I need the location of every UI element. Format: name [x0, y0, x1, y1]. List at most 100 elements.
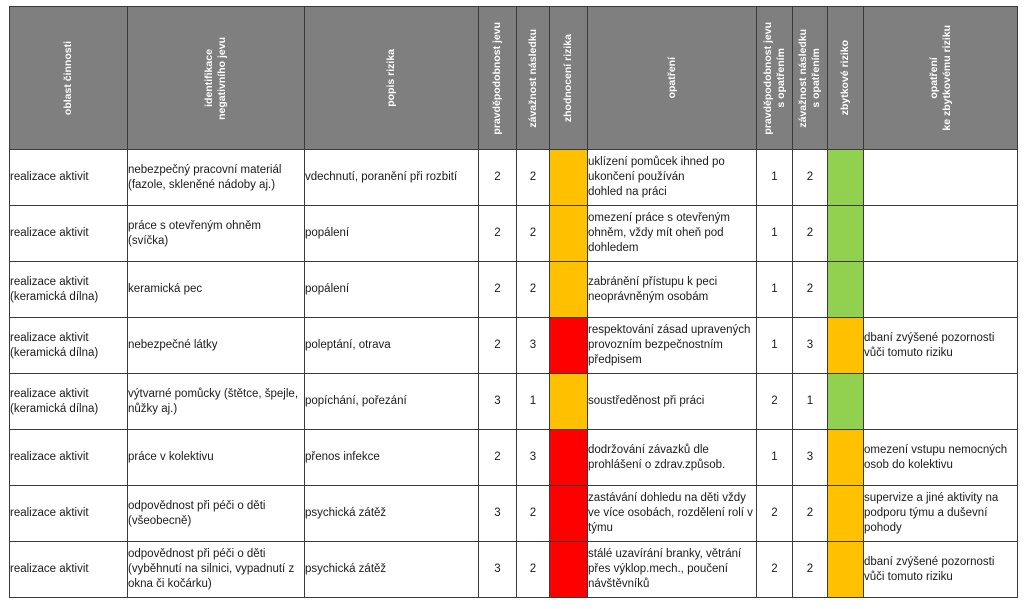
- cell-zavaznost-opatreni: 2: [792, 261, 828, 318]
- cell-oblast: realizace aktivit (keramická dílna): [9, 317, 128, 374]
- cell-identifikace: výtvarné pomůcky (štětce, špejle, nůžky …: [127, 373, 305, 430]
- cell-zbytkove-riziko-fill: [828, 542, 863, 597]
- cell-opatreni-zbytkove: dbaní zvýšené pozornosti vůči tomuto riz…: [863, 317, 1018, 374]
- cell-zhodnoceni-rizika-fill: [550, 206, 587, 261]
- cell-zavaznost-opatreni: 2: [792, 149, 828, 206]
- cell-zhodnoceni-rizika: [549, 541, 588, 598]
- cell-zbytkove-riziko: [827, 485, 864, 542]
- cell-oblast: realizace aktivit: [9, 205, 128, 262]
- cell-zbytkove-riziko: [827, 373, 864, 430]
- cell-zhodnoceni-rizika: [549, 429, 588, 486]
- cell-zhodnoceni-rizika-fill: [550, 430, 587, 485]
- cell-zavaznost: 2: [516, 205, 550, 262]
- cell-identifikace: nebezpečné látky: [127, 317, 305, 374]
- cell-zbytkove-riziko: [827, 261, 864, 318]
- header-zavaznost: závažnost následku: [516, 6, 550, 150]
- cell-opatreni: soustředěnost při práci: [587, 373, 757, 430]
- cell-zbytkove-riziko-fill: [828, 150, 863, 205]
- cell-zhodnoceni-rizika-fill: [550, 486, 587, 541]
- cell-popis: poleptání, otrava: [304, 317, 479, 374]
- cell-popis: popálení: [304, 205, 479, 262]
- cell-zavaznost-opatreni: 2: [792, 485, 828, 542]
- cell-identifikace: keramická pec: [127, 261, 305, 318]
- cell-pravdepodobnost: 3: [478, 373, 517, 430]
- cell-opatreni-zbytkove: [863, 261, 1018, 318]
- cell-zavaznost: 2: [516, 541, 550, 598]
- cell-popis: popálení: [304, 261, 479, 318]
- cell-zbytkove-riziko: [827, 541, 864, 598]
- cell-zhodnoceni-rizika-fill: [550, 318, 587, 373]
- table-row: realizace aktivit odpovědnost při péči o …: [9, 541, 1018, 598]
- table-row: realizace aktivit práce v kolektivu přenos…: [9, 429, 1018, 486]
- cell-oblast: realizace aktivit: [9, 541, 128, 598]
- cell-opatreni: zastávání dohledu na děti vždy ve více o…: [587, 485, 757, 542]
- cell-opatreni: stálé uzavírání branky, větrání přes výk…: [587, 541, 757, 598]
- cell-identifikace: práce v kolektivu: [127, 429, 305, 486]
- cell-opatreni: respektování zásad upravených provozním …: [587, 317, 757, 374]
- cell-zhodnoceni-rizika: [549, 373, 588, 430]
- table-row: realizace aktivit práce s otevřeným ohněm…: [9, 205, 1018, 262]
- cell-opatreni: dodržování závazků dle prohlášení o zdra…: [587, 429, 757, 486]
- cell-popis: přenos infekce: [304, 429, 479, 486]
- cell-zavaznost-opatreni: 2: [792, 541, 828, 598]
- cell-pravdepodobnost-opatreni: 1: [756, 205, 793, 262]
- table-row: realizace aktivit (keramická dílna) keram…: [9, 261, 1018, 318]
- cell-zbytkove-riziko: [827, 149, 864, 206]
- cell-zavaznost-opatreni: 3: [792, 317, 828, 374]
- cell-popis: psychická zátěž: [304, 485, 479, 542]
- cell-zavaznost: 3: [516, 317, 550, 374]
- header-identifikace: identifikace negativního jevu: [127, 6, 305, 150]
- cell-zavaznost: 2: [516, 149, 550, 206]
- header-pravdepodobnost: pravděpodobnost jevu: [478, 6, 517, 150]
- cell-zbytkove-riziko: [827, 317, 864, 374]
- cell-popis: psychická zátěž: [304, 541, 479, 598]
- cell-oblast: realizace aktivit (keramická dílna): [9, 373, 128, 430]
- cell-zavaznost: 2: [516, 485, 550, 542]
- cell-zavaznost-opatreni: 2: [792, 205, 828, 262]
- cell-zbytkove-riziko-fill: [828, 318, 863, 373]
- header-opatreni: opatření: [587, 6, 757, 150]
- cell-zavaznost-opatreni: 3: [792, 429, 828, 486]
- cell-pravdepodobnost: 2: [478, 149, 517, 206]
- header-popis: popis rizika: [304, 6, 479, 150]
- table-row: realizace aktivit odpovědnost při péči o …: [9, 485, 1018, 542]
- cell-opatreni: zabránění přístupu k peci neoprávněným o…: [587, 261, 757, 318]
- cell-pravdepodobnost-opatreni: 1: [756, 317, 793, 374]
- cell-opatreni: omezení práce s otevřeným ohněm, vždy mí…: [587, 205, 757, 262]
- cell-zhodnoceni-rizika: [549, 485, 588, 542]
- cell-zavaznost: 1: [516, 373, 550, 430]
- cell-pravdepodobnost-opatreni: 1: [756, 429, 793, 486]
- cell-zbytkove-riziko-fill: [828, 206, 863, 261]
- header-zbytkove: zbytkové riziko: [827, 6, 864, 150]
- cell-identifikace: práce s otevřeným ohněm (svíčka): [127, 205, 305, 262]
- header-opatreni-zbytkove: opatření ke zbytkovému riziku: [863, 6, 1018, 150]
- cell-pravdepodobnost: 2: [478, 261, 517, 318]
- cell-popis: popíchání, pořezání: [304, 373, 479, 430]
- cell-identifikace: odpovědnost při péči o děti (všeobecně): [127, 485, 305, 542]
- cell-zbytkove-riziko-fill: [828, 486, 863, 541]
- cell-zavaznost: 2: [516, 261, 550, 318]
- cell-zhodnoceni-rizika-fill: [550, 374, 587, 429]
- header-zhodnoceni: zhodnocení rizika: [549, 6, 588, 150]
- cell-opatreni-zbytkove: [863, 373, 1018, 430]
- cell-zhodnoceni-rizika-fill: [550, 150, 587, 205]
- cell-pravdepodobnost: 2: [478, 429, 517, 486]
- cell-opatreni-zbytkove: supervize a jiné aktivity na podporu tým…: [863, 485, 1018, 542]
- cell-opatreni-zbytkove: omezení vstupu nemocných osob do kolekti…: [863, 429, 1018, 486]
- cell-pravdepodobnost: 2: [478, 205, 517, 262]
- header-oblast: oblast činnosti: [9, 6, 128, 150]
- cell-zhodnoceni-rizika: [549, 261, 588, 318]
- table-row: realizace aktivit (keramická dílna) výtva…: [9, 373, 1018, 430]
- cell-identifikace: nebezpečný pracovní materiál (fazole, sk…: [127, 149, 305, 206]
- risk-assessment-table: oblast činnosti identifikace negativního…: [9, 6, 1018, 598]
- cell-pravdepodobnost-opatreni: 2: [756, 485, 793, 542]
- header-zavaznost-opatreni: závažnost následku s opatřením: [792, 6, 828, 150]
- header-pravdepodobnost-opatreni: pravděpodobnost jevu s opatřením: [756, 6, 793, 150]
- cell-zhodnoceni-rizika-fill: [550, 262, 587, 317]
- cell-oblast: realizace aktivit: [9, 429, 128, 486]
- cell-zbytkove-riziko-fill: [828, 430, 863, 485]
- cell-zhodnoceni-rizika: [549, 317, 588, 374]
- cell-zbytkove-riziko-fill: [828, 262, 863, 317]
- cell-pravdepodobnost-opatreni: 1: [756, 149, 793, 206]
- table-row: realizace aktivit nebezpečný pracovní mat…: [9, 149, 1018, 206]
